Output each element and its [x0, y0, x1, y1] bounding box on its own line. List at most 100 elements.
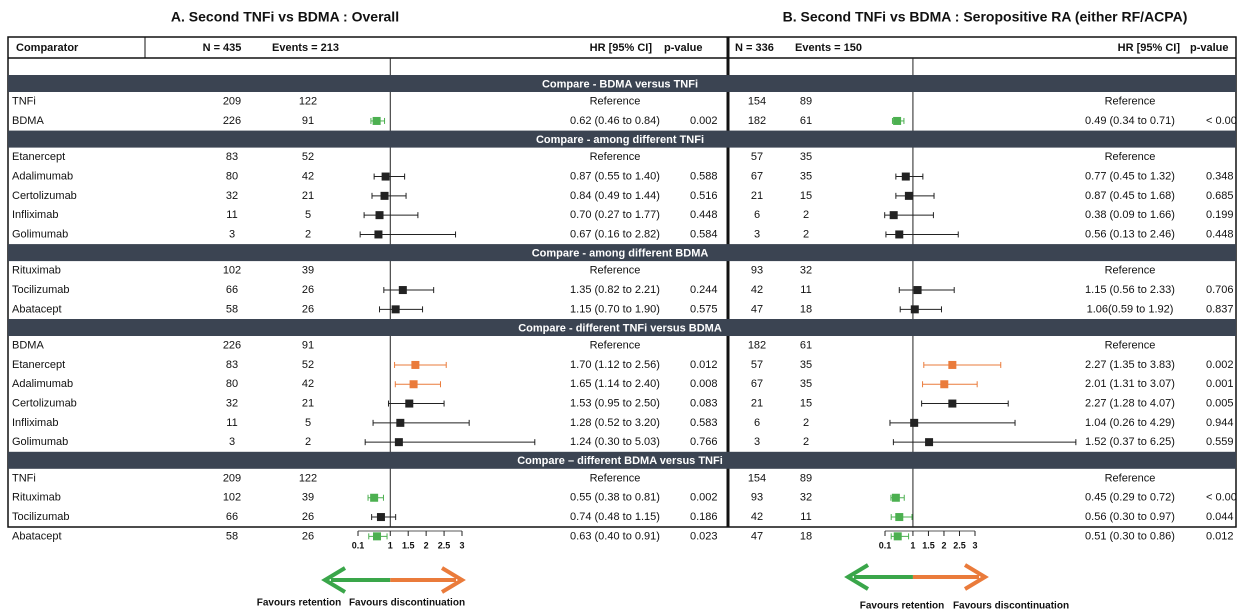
p-value: 0.083 — [690, 397, 718, 409]
hr-label: 0.70 (0.27 to 1.77) — [570, 209, 660, 221]
n-value: 182 — [748, 340, 766, 352]
n-value: 11 — [226, 209, 237, 221]
n-value: 93 — [751, 492, 763, 504]
hr-point — [895, 230, 904, 239]
hr-label: 1.65 (1.14 to 2.40) — [570, 378, 660, 390]
hr-point — [373, 532, 382, 541]
events-value: 18 — [800, 303, 812, 315]
comparator: Certolizumab — [12, 190, 77, 202]
hr-point — [394, 438, 403, 447]
hr-point — [893, 532, 902, 541]
n-value: 32 — [226, 190, 238, 202]
events-value: 32 — [800, 265, 812, 277]
p-value: 0.583 — [690, 417, 718, 429]
p-value: 0.685 — [1206, 190, 1234, 202]
n-header: N = 336 — [735, 42, 774, 54]
table-frame — [7, 36, 1237, 528]
events-value: 61 — [800, 115, 812, 127]
section-band — [8, 451, 1236, 469]
hr-point — [405, 399, 414, 408]
p-value: < 0.001 — [1206, 492, 1237, 504]
hr-point — [893, 116, 902, 125]
hr-label: 0.45 (0.29 to 0.72) — [1085, 492, 1175, 504]
arrow-left-head — [844, 563, 870, 591]
p-value: 0.516 — [690, 190, 718, 202]
n-value: 3 — [229, 228, 235, 240]
section-title: Compare - among different BDMA — [532, 248, 709, 260]
comparator: BDMA — [12, 115, 44, 127]
hr-point — [889, 211, 898, 220]
hr-point — [372, 116, 381, 125]
p-value: 0.244 — [690, 284, 718, 296]
events-value: 52 — [302, 359, 314, 371]
hr-label: 2.01 (1.31 to 3.07) — [1085, 378, 1175, 390]
events-value: 91 — [302, 340, 314, 352]
p-value: 0.575 — [690, 303, 718, 315]
events-value: 11 — [800, 511, 811, 523]
hr-label: Reference — [590, 472, 641, 484]
hr-label: 0.63 (0.40 to 0.91) — [570, 530, 660, 542]
hr-header: HR [95% CI] — [590, 42, 653, 54]
p-value: 0.944 — [1206, 417, 1234, 429]
x-tick-label: 2 — [941, 540, 946, 550]
n-value: 57 — [751, 151, 763, 163]
comparator: Golimumab — [12, 228, 68, 240]
hr-point — [376, 513, 385, 522]
p-value: 0.766 — [690, 436, 718, 448]
events-value: 2 — [305, 228, 311, 240]
p-value: 0.002 — [690, 115, 718, 127]
n-value: 80 — [226, 170, 238, 182]
comparator: Abatacept — [12, 530, 62, 542]
comparator: Tocilizumab — [12, 284, 69, 296]
p-value: 0.005 — [1206, 397, 1234, 409]
n-value: 102 — [223, 265, 241, 277]
hr-label: 0.67 (0.16 to 2.82) — [570, 228, 660, 240]
n-value: 58 — [226, 303, 238, 315]
hr-label: 1.52 (0.37 to 6.25) — [1085, 436, 1175, 448]
events-value: 39 — [302, 492, 314, 504]
hr-point — [901, 172, 910, 181]
arrow-left-label: Favours retention — [860, 601, 944, 612]
hr-point — [925, 438, 934, 447]
x-tick-label: 0.1 — [879, 540, 892, 550]
n-value: 83 — [226, 359, 238, 371]
hr-point — [891, 493, 900, 502]
p-value: 0.012 — [690, 359, 718, 371]
hr-label: 2.27 (1.35 to 3.83) — [1085, 359, 1175, 371]
hr-point — [904, 191, 913, 200]
arrow-right-head — [440, 566, 466, 594]
arrow-right-label: Favours discontinuation — [349, 598, 465, 609]
comparator: Abatacept — [12, 303, 62, 315]
section-band — [8, 319, 1236, 336]
n-value: 57 — [751, 359, 763, 371]
comparator: TNFi — [12, 96, 36, 108]
p-value: 0.001 — [1206, 378, 1234, 390]
n-value: 93 — [751, 265, 763, 277]
hr-label: 0.84 (0.49 to 1.44) — [570, 190, 660, 202]
n-value: 3 — [229, 436, 235, 448]
events-value: 2 — [803, 228, 809, 240]
events-value: 21 — [302, 397, 314, 409]
x-tick-label: 1.5 — [402, 540, 415, 550]
n-value: 80 — [226, 378, 238, 390]
comparator: Infliximab — [12, 209, 58, 221]
events-value: 52 — [302, 151, 314, 163]
n-value: 42 — [751, 284, 763, 296]
n-value: 67 — [751, 170, 763, 182]
n-value: 47 — [751, 303, 763, 315]
events-value: 122 — [299, 472, 317, 484]
n-value: 209 — [223, 96, 241, 108]
hr-label: Reference — [590, 340, 641, 352]
hr-label: 1.53 (0.95 to 2.50) — [570, 397, 660, 409]
p-value: 0.448 — [690, 209, 718, 221]
hr-point — [391, 305, 400, 314]
hr-point — [375, 211, 384, 220]
hr-label: Reference — [1105, 265, 1156, 277]
events-value: 26 — [302, 303, 314, 315]
hr-label: 0.74 (0.48 to 1.15) — [570, 511, 660, 523]
p-value: 0.002 — [690, 492, 718, 504]
events-value: 2 — [803, 417, 809, 429]
hr-label: 0.56 (0.30 to 0.97) — [1085, 511, 1175, 523]
hr-point — [381, 172, 390, 181]
